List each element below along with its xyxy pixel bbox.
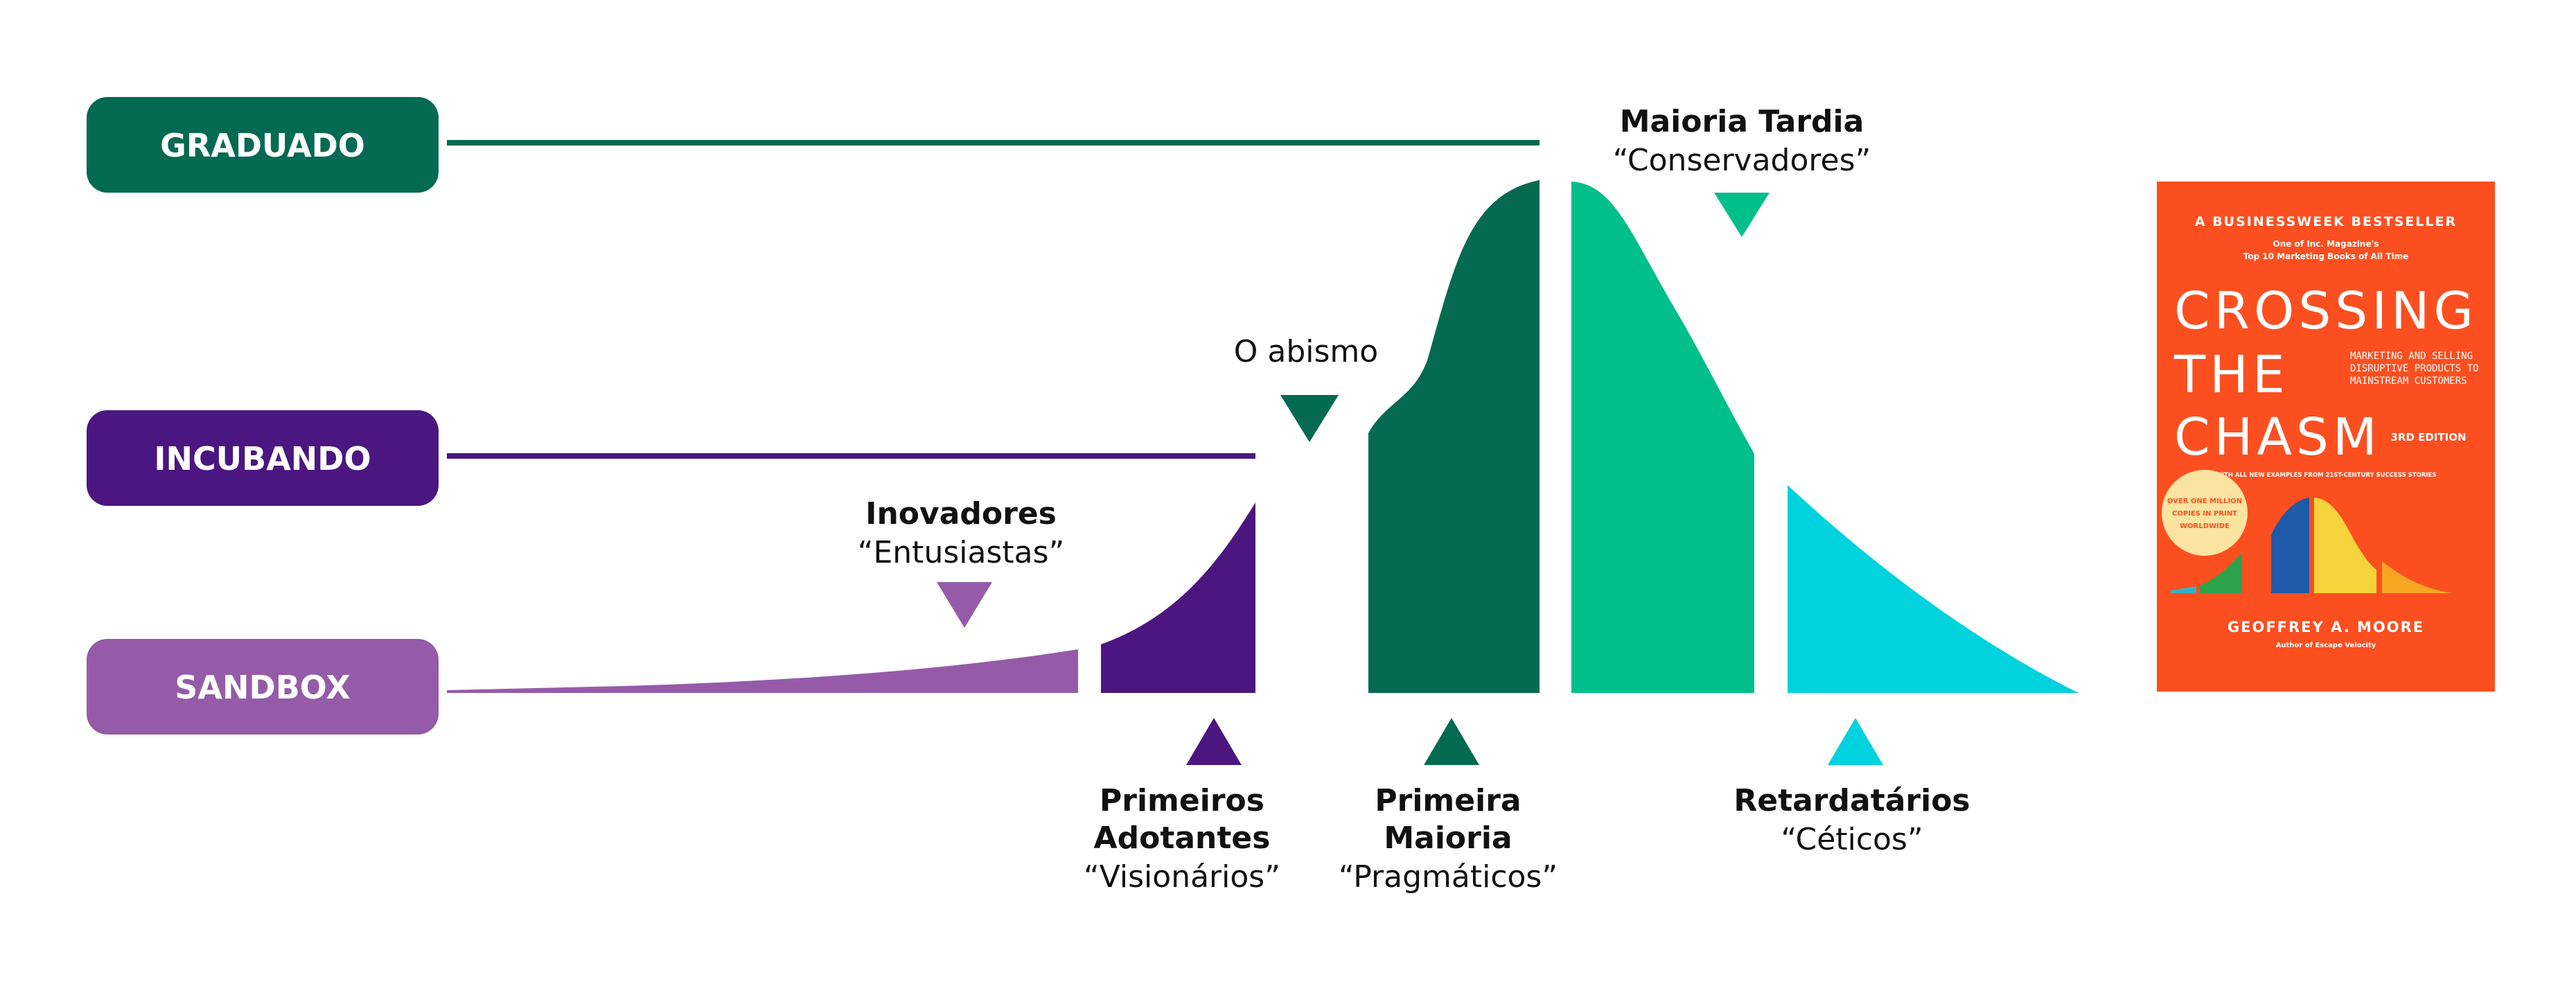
chasm-label: O abismo: [1234, 334, 1378, 369]
incubating-pill: [87, 410, 439, 506]
innovators-title: Inovadores: [865, 496, 1057, 531]
early-majority-title-line1: Primeira: [1375, 783, 1521, 818]
early-majority-marker: [1424, 718, 1479, 765]
sandbox-label: SANDBOX: [175, 669, 350, 706]
book-cover: A BUSINESSWEEK BESTSELLER One of Inc. Ma…: [2157, 182, 2495, 692]
laggards-marker: [1828, 718, 1883, 765]
innovators-subtitle: “Entusiastas”: [858, 535, 1065, 570]
late-majority-segment: [1571, 182, 1754, 693]
book-title-line1: CROSSING: [2174, 281, 2478, 341]
book-edition: 3RD EDITION: [2390, 431, 2466, 443]
stage-sandbox: SANDBOX: [87, 639, 439, 735]
book-title-line3: CHASM: [2174, 407, 2381, 467]
stage-incubating: INCUBANDO: [87, 410, 1255, 506]
incubating-label: INCUBANDO: [154, 440, 371, 477]
book-edition-box: [2378, 427, 2479, 446]
early-adopters-marker: [1186, 718, 1242, 765]
book-badge-line2: COPIES IN PRINT: [2172, 510, 2237, 518]
book-tagline-line1: One of Inc. Magazine's: [2273, 239, 2379, 249]
innovators-marker: [937, 582, 992, 628]
early-adopters-subtitle: “Visionários”: [1084, 859, 1280, 895]
chasm-marker: [1280, 395, 1339, 442]
book-tagline-line2: Top 10 Marketing Books of All Time: [2243, 252, 2409, 261]
book-title-line2: THE: [2173, 345, 2289, 405]
book-mini-curve-green: [2200, 553, 2241, 593]
laggards-title: Retardatários: [1733, 783, 1970, 818]
late-majority-marker: [1714, 193, 1770, 237]
late-majority-subtitle: “Conservadores”: [1613, 143, 1871, 178]
book-author: GEOFFREY A. MOORE: [2227, 619, 2424, 635]
early-adopters-segment: [1101, 502, 1255, 693]
book-subtitle-line3: MAINSTREAM CUSTOMERS: [2350, 376, 2467, 387]
book-mini-curve-amber: [2382, 561, 2453, 593]
early-majority-subtitle: “Pragmáticos”: [1339, 859, 1558, 895]
graduated-label: GRADUADO: [160, 127, 365, 164]
book-badge-line1: OVER ONE MILLION: [2167, 498, 2242, 505]
early-majority-segment: [1368, 180, 1540, 693]
book-badge-line3: WORLDWIDE: [2180, 522, 2230, 530]
stage-graduated: GRADUADO: [87, 97, 1540, 193]
early-adopters-title-line1: Primeiros: [1100, 783, 1264, 818]
laggards-segment: [1788, 485, 2079, 693]
book-banner: A BUSINESSWEEK BESTSELLER: [2195, 214, 2457, 229]
graduated-pill: [87, 97, 439, 193]
book-subtitle-line1: MARKETING AND SELLING: [2350, 351, 2473, 362]
early-adopters-title-line2: Adotantes: [1094, 820, 1271, 856]
book-mini-curve-yellow: [2314, 498, 2376, 593]
early-majority-title-line2: Maioria: [1384, 820, 1512, 856]
laggards-subtitle: “Céticos”: [1781, 822, 1923, 857]
late-majority-title: Maioria Tardia: [1620, 104, 1864, 139]
book-examples-note: WITH ALL NEW EXAMPLES FROM 21ST-CENTURY …: [2216, 472, 2437, 479]
innovators-segment: [447, 649, 1078, 693]
book-mini-curve-teal: [2171, 586, 2196, 593]
sandbox-pill: [87, 639, 439, 735]
book-subtitle-line2: DISRUPTIVE PRODUCTS TO: [2350, 363, 2478, 374]
book-mini-curve-blue: [2271, 498, 2309, 593]
book-author-note: Author of Escape Velocity: [2276, 642, 2376, 649]
book-badge: [2162, 470, 2248, 556]
